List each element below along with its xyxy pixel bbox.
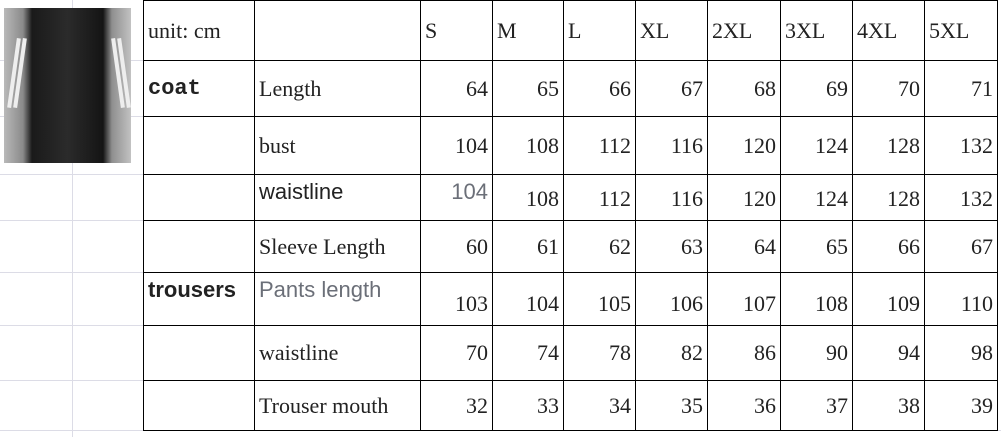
size-value: 66 xyxy=(852,220,925,273)
group-label: trousers xyxy=(143,272,255,326)
size-value: 33 xyxy=(492,380,564,431)
size-value: 70 xyxy=(852,60,925,117)
gridline xyxy=(0,272,143,273)
size-value: 120 xyxy=(707,116,781,175)
measurement-label: waistline xyxy=(254,174,421,221)
size-header: 2XL xyxy=(707,0,781,61)
size-value: 109 xyxy=(852,272,925,326)
table-row: Sleeve Length 60 61 62 63 64 65 66 67 xyxy=(143,220,998,273)
size-value: 63 xyxy=(635,220,708,273)
size-value: 67 xyxy=(635,60,708,117)
size-value: 86 xyxy=(707,325,781,381)
product-photo xyxy=(4,8,131,163)
size-value: 38 xyxy=(852,380,925,431)
gridline xyxy=(0,325,143,326)
size-value: 36 xyxy=(707,380,781,431)
size-header: XL xyxy=(635,0,708,61)
measurement-label: bust xyxy=(254,116,421,175)
size-value: 64 xyxy=(420,60,493,117)
size-value: 108 xyxy=(492,116,564,175)
size-value: 112 xyxy=(563,116,636,175)
gridline xyxy=(0,220,143,221)
size-value: 60 xyxy=(420,220,493,273)
size-value: 71 xyxy=(924,60,998,117)
size-value: 132 xyxy=(924,174,998,221)
group-label: coat xyxy=(143,60,255,117)
gridline xyxy=(0,174,143,175)
size-value: 108 xyxy=(780,272,853,326)
size-value: 78 xyxy=(563,325,636,381)
size-value: 35 xyxy=(635,380,708,431)
size-value: 124 xyxy=(780,174,853,221)
size-value: 69 xyxy=(780,60,853,117)
size-value: 105 xyxy=(563,272,636,326)
size-value: 104 xyxy=(492,272,564,326)
size-value: 104 xyxy=(420,174,493,221)
size-value: 67 xyxy=(924,220,998,273)
size-header: L xyxy=(563,0,636,61)
size-value: 64 xyxy=(707,220,781,273)
size-header: M xyxy=(492,0,564,61)
size-value: 116 xyxy=(635,116,708,175)
size-value: 65 xyxy=(492,60,564,117)
size-value: 116 xyxy=(635,174,708,221)
gridline xyxy=(72,0,73,437)
table-row: coat Length 64 65 66 67 68 69 70 71 xyxy=(143,60,998,117)
measurement-label: Length xyxy=(254,60,421,117)
size-header: 4XL xyxy=(852,0,925,61)
group-label xyxy=(143,116,255,175)
measurement-label: Trouser mouth xyxy=(254,380,421,431)
size-chart-table: unit: cm S M L XL 2XL 3XL 4XL 5XL coat Length 64 65 6… xyxy=(143,0,998,431)
size-value: 112 xyxy=(563,174,636,221)
table-row: bust 104 108 112 116 120 124 128 132 xyxy=(143,116,998,175)
size-value: 103 xyxy=(420,272,493,326)
size-value: 61 xyxy=(492,220,564,273)
size-value: 66 xyxy=(563,60,636,117)
size-value: 108 xyxy=(492,174,564,221)
size-value: 128 xyxy=(852,116,925,175)
measurement-label: waistline xyxy=(254,325,421,381)
size-value: 98 xyxy=(924,325,998,381)
table-row: trousers Pants length 103 104 105 106 107 108 10… xyxy=(143,272,998,326)
measurement-label: Pants length xyxy=(254,272,421,326)
gridline xyxy=(0,380,143,381)
size-value: 110 xyxy=(924,272,998,326)
size-value: 106 xyxy=(635,272,708,326)
size-value: 82 xyxy=(635,325,708,381)
size-header: 5XL xyxy=(924,0,998,61)
table-row: waistline 70 74 78 82 86 90 94 98 xyxy=(143,325,998,381)
group-label xyxy=(143,220,255,273)
size-value: 90 xyxy=(780,325,853,381)
size-value: 132 xyxy=(924,116,998,175)
group-label xyxy=(143,174,255,221)
size-value: 104 xyxy=(420,116,493,175)
table-row: waistline 104 108 112 116 120 124 128 132 xyxy=(143,174,998,221)
header-row: unit: cm S M L XL 2XL 3XL 4XL 5XL xyxy=(143,0,998,61)
blank-header xyxy=(254,0,421,61)
size-value: 65 xyxy=(780,220,853,273)
unit-label: unit: cm xyxy=(143,0,255,61)
size-value: 120 xyxy=(707,174,781,221)
size-header: S xyxy=(420,0,493,61)
size-value: 68 xyxy=(707,60,781,117)
size-value: 32 xyxy=(420,380,493,431)
size-value: 74 xyxy=(492,325,564,381)
size-value: 39 xyxy=(924,380,998,431)
size-value: 37 xyxy=(780,380,853,431)
size-value: 107 xyxy=(707,272,781,326)
table-row: Trouser mouth 32 33 34 35 36 37 38 39 xyxy=(143,380,998,431)
size-value: 34 xyxy=(563,380,636,431)
size-value: 62 xyxy=(563,220,636,273)
size-header: 3XL xyxy=(780,0,853,61)
group-label xyxy=(143,325,255,381)
size-value: 70 xyxy=(420,325,493,381)
size-value: 128 xyxy=(852,174,925,221)
group-label xyxy=(143,380,255,431)
size-value: 94 xyxy=(852,325,925,381)
measurement-label: Sleeve Length xyxy=(254,220,421,273)
size-value: 124 xyxy=(780,116,853,175)
